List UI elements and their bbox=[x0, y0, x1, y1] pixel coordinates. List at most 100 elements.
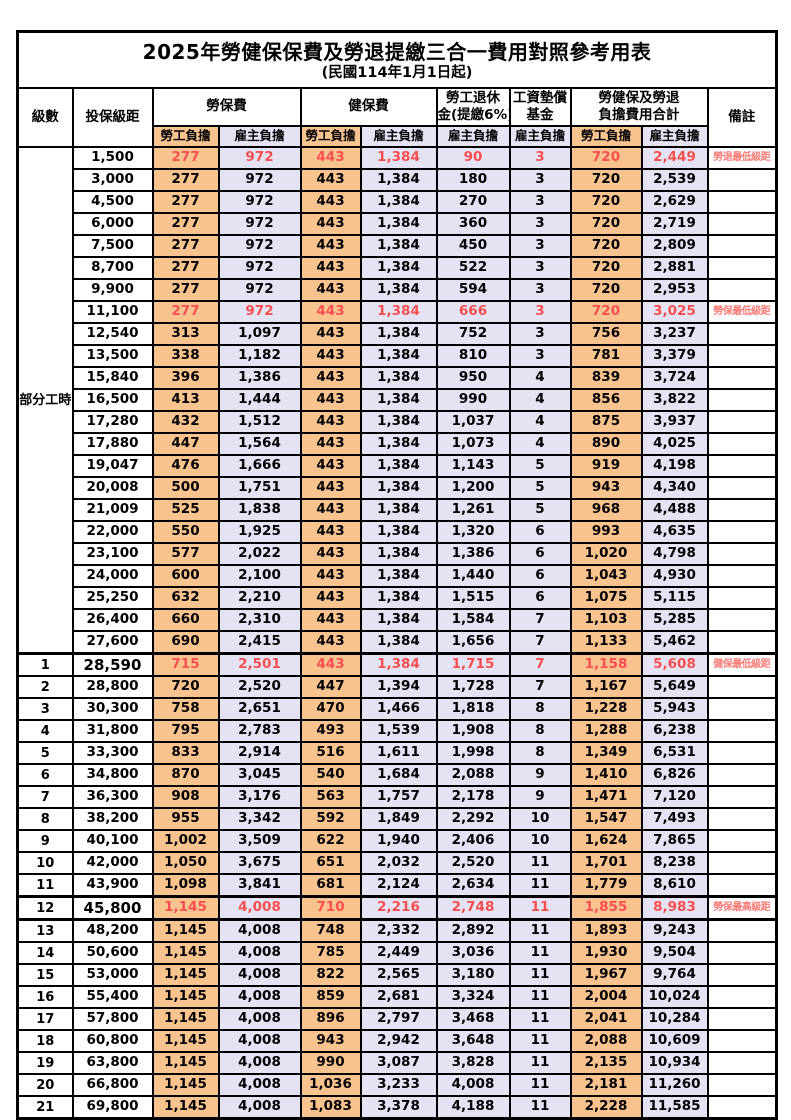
remark-cell bbox=[706, 454, 778, 478]
value-cell: 2,210 bbox=[217, 586, 302, 610]
value-cell: 493 bbox=[299, 719, 362, 743]
value-cell: 10,024 bbox=[640, 985, 709, 1009]
value-cell: 8 bbox=[508, 719, 572, 743]
value-cell: 2,748 bbox=[435, 895, 511, 921]
bracket-cell: 27,600 bbox=[71, 630, 154, 655]
value-cell: 443 bbox=[299, 564, 362, 588]
remark-cell bbox=[706, 985, 778, 1009]
value-cell: 450 bbox=[435, 234, 511, 258]
table-row: 19 63,800 1,145 4,008 990 3,087 3,828 11 2,135 10… bbox=[16, 1051, 778, 1075]
value-cell: 4,340 bbox=[640, 476, 709, 500]
value-cell: 1,666 bbox=[217, 454, 302, 478]
value-cell: 443 bbox=[299, 168, 362, 192]
table-row: 6 34,800 870 3,045 540 1,684 2,088 9 1,410 6,826 bbox=[16, 763, 778, 787]
title-row: 2025年勞健保保費及勞退提繳三合一費用對照參考用表 (民國114年1月1日起) bbox=[16, 30, 778, 89]
value-cell: 3,822 bbox=[640, 388, 709, 412]
subheader-pension-employer: 雇主負擔 bbox=[435, 125, 511, 148]
value-cell: 5 bbox=[508, 476, 572, 500]
value-cell: 443 bbox=[299, 608, 362, 632]
value-cell: 2,783 bbox=[217, 719, 302, 743]
value-cell: 748 bbox=[299, 918, 362, 943]
value-cell: 1,779 bbox=[569, 873, 643, 898]
remark-cell bbox=[706, 256, 778, 280]
value-cell: 1,103 bbox=[569, 608, 643, 632]
value-cell: 2,520 bbox=[435, 851, 511, 875]
value-cell: 1,384 bbox=[359, 344, 438, 368]
bracket-cell: 8,700 bbox=[71, 256, 154, 280]
value-cell: 752 bbox=[435, 322, 511, 346]
col-header-bracket: 投保級距 bbox=[71, 87, 154, 148]
value-cell: 443 bbox=[299, 476, 362, 500]
value-cell: 9 bbox=[508, 785, 572, 809]
table-row: 23,100 577 2,022 443 1,384 1,386 6 1,020 4,798 bbox=[18, 542, 778, 566]
value-cell: 2,032 bbox=[359, 851, 438, 875]
level-cell: 7 bbox=[16, 785, 74, 809]
bracket-cell: 63,800 bbox=[71, 1051, 154, 1075]
value-cell: 4 bbox=[508, 388, 572, 412]
value-cell: 11 bbox=[508, 873, 572, 898]
value-cell: 1,143 bbox=[435, 454, 511, 478]
level-cell: 14 bbox=[16, 941, 74, 965]
value-cell: 1,384 bbox=[359, 520, 438, 544]
value-cell: 6,238 bbox=[640, 719, 709, 743]
bracket-cell: 40,100 bbox=[71, 829, 154, 853]
value-cell: 1,925 bbox=[217, 520, 302, 544]
value-cell: 720 bbox=[569, 234, 643, 258]
value-cell: 1,512 bbox=[217, 410, 302, 434]
bracket-cell: 33,300 bbox=[71, 741, 154, 765]
value-cell: 447 bbox=[299, 675, 362, 699]
bracket-cell: 17,280 bbox=[71, 410, 154, 434]
value-cell: 4,488 bbox=[640, 498, 709, 522]
table-row: 13,500 338 1,182 443 1,384 810 3 781 3,379 bbox=[18, 344, 778, 368]
remark-cell bbox=[706, 1095, 778, 1120]
value-cell: 2,449 bbox=[359, 941, 438, 965]
value-cell: 2,178 bbox=[435, 785, 511, 809]
value-cell: 651 bbox=[299, 851, 362, 875]
level-cell: 19 bbox=[16, 1051, 74, 1075]
value-cell: 943 bbox=[569, 476, 643, 500]
value-cell: 993 bbox=[569, 520, 643, 544]
level-cell: 8 bbox=[16, 807, 74, 831]
value-cell: 720 bbox=[569, 168, 643, 192]
value-cell: 756 bbox=[569, 322, 643, 346]
value-cell: 972 bbox=[217, 300, 302, 324]
remark-cell bbox=[706, 829, 778, 853]
bracket-cell: 34,800 bbox=[71, 763, 154, 787]
remark-cell bbox=[706, 366, 778, 390]
value-cell: 4,008 bbox=[217, 1051, 302, 1075]
value-cell: 470 bbox=[299, 697, 362, 721]
value-cell: 90 bbox=[435, 146, 511, 170]
value-cell: 3,045 bbox=[217, 763, 302, 787]
value-cell: 1,444 bbox=[217, 388, 302, 412]
value-cell: 785 bbox=[299, 941, 362, 965]
bracket-cell: 22,000 bbox=[71, 520, 154, 544]
value-cell: 1,384 bbox=[359, 190, 438, 214]
value-cell: 1,098 bbox=[151, 873, 220, 898]
value-cell: 3,378 bbox=[359, 1095, 438, 1120]
value-cell: 600 bbox=[151, 564, 220, 588]
remark-cell bbox=[706, 608, 778, 632]
value-cell: 5 bbox=[508, 454, 572, 478]
table-row: 6,000 277 972 443 1,384 360 3 720 2,719 bbox=[18, 212, 778, 236]
value-cell: 660 bbox=[151, 608, 220, 632]
table-row: 12,540 313 1,097 443 1,384 752 3 756 3,237 bbox=[18, 322, 778, 346]
value-cell: 4,008 bbox=[217, 895, 302, 921]
bracket-cell: 66,800 bbox=[71, 1073, 154, 1097]
value-cell: 990 bbox=[435, 388, 511, 412]
bracket-cell: 60,800 bbox=[71, 1029, 154, 1053]
value-cell: 11,260 bbox=[640, 1073, 709, 1097]
remark-cell bbox=[706, 941, 778, 965]
value-cell: 594 bbox=[435, 278, 511, 302]
remark-cell: 勞退最低級距 bbox=[706, 146, 778, 170]
value-cell: 11 bbox=[508, 1073, 572, 1097]
table-row: 5 33,300 833 2,914 516 1,611 1,998 8 1,349 6,531 bbox=[16, 741, 778, 765]
table-row: 12 45,800 1,145 4,008 710 2,216 2,748 11 1,855 8,… bbox=[16, 895, 778, 921]
value-cell: 1,466 bbox=[359, 697, 438, 721]
level-cell: 13 bbox=[16, 918, 74, 943]
value-cell: 277 bbox=[151, 212, 220, 236]
reference-table-sheet: 2025年勞健保保費及勞退提繳三合一費用對照參考用表 (民國114年1月1日起)… bbox=[16, 30, 778, 1120]
value-cell: 2,041 bbox=[569, 1007, 643, 1031]
bracket-cell: 26,400 bbox=[71, 608, 154, 632]
value-cell: 720 bbox=[569, 278, 643, 302]
col-header-pension: 勞工退休 金(提繳6%) bbox=[435, 87, 511, 127]
